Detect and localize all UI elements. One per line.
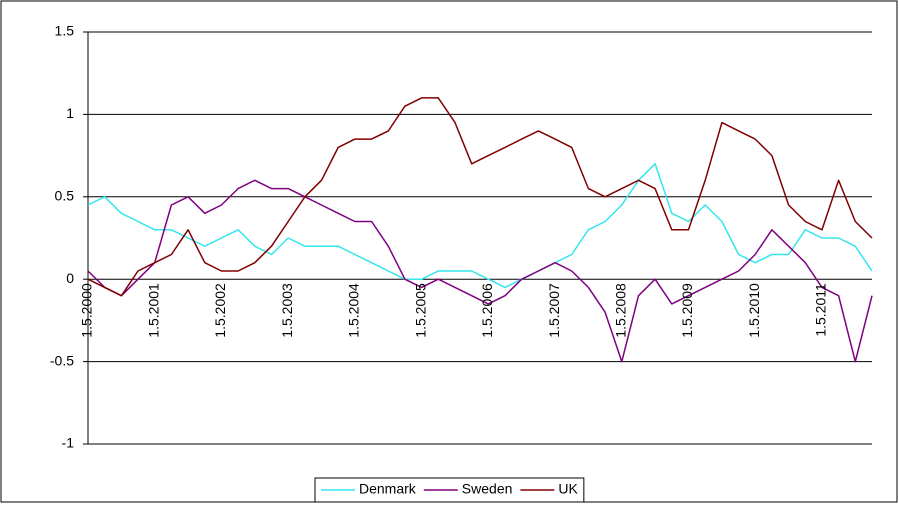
y-tick-label: 1	[66, 105, 74, 121]
y-tick-label: 0	[66, 270, 74, 286]
x-tick-label: 1.5.2004	[346, 283, 362, 338]
x-tick-label: 1.5.2005	[412, 283, 428, 338]
legend-label: Sweden	[462, 481, 513, 497]
x-tick-label: 1.5.2010	[746, 283, 762, 338]
x-tick-label: 1.5.2011	[813, 283, 829, 337]
y-tick-label: -0.5	[50, 352, 74, 368]
x-tick-label: 1.5.2003	[279, 283, 295, 338]
y-tick-label: 0.5	[55, 188, 75, 204]
x-tick-label: 1.5.2006	[479, 283, 495, 338]
x-tick-label: 1.5.2007	[546, 283, 562, 338]
y-tick-label: 1.5	[55, 23, 75, 39]
x-tick-label: 1.5.2002	[212, 283, 228, 338]
series-line	[87, 163, 873, 289]
x-tick-label: 1.5.2009	[679, 283, 695, 338]
series-line	[87, 179, 873, 363]
series-line	[87, 97, 873, 297]
x-tick-label: 1.5.2001	[145, 283, 161, 338]
x-tick-label: 1.5.2008	[612, 283, 628, 338]
legend-label: UK	[558, 481, 578, 497]
legend: Denmark Sweden UK	[314, 477, 585, 503]
legend-label: Denmark	[359, 481, 417, 497]
y-tick-label: -1	[62, 435, 75, 451]
x-tick-label: 1.5.2000	[79, 283, 95, 338]
